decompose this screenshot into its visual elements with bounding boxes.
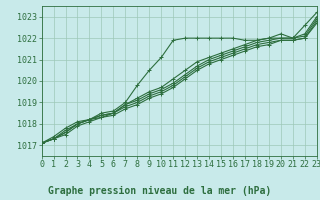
Text: Graphe pression niveau de la mer (hPa): Graphe pression niveau de la mer (hPa): [48, 186, 272, 196]
